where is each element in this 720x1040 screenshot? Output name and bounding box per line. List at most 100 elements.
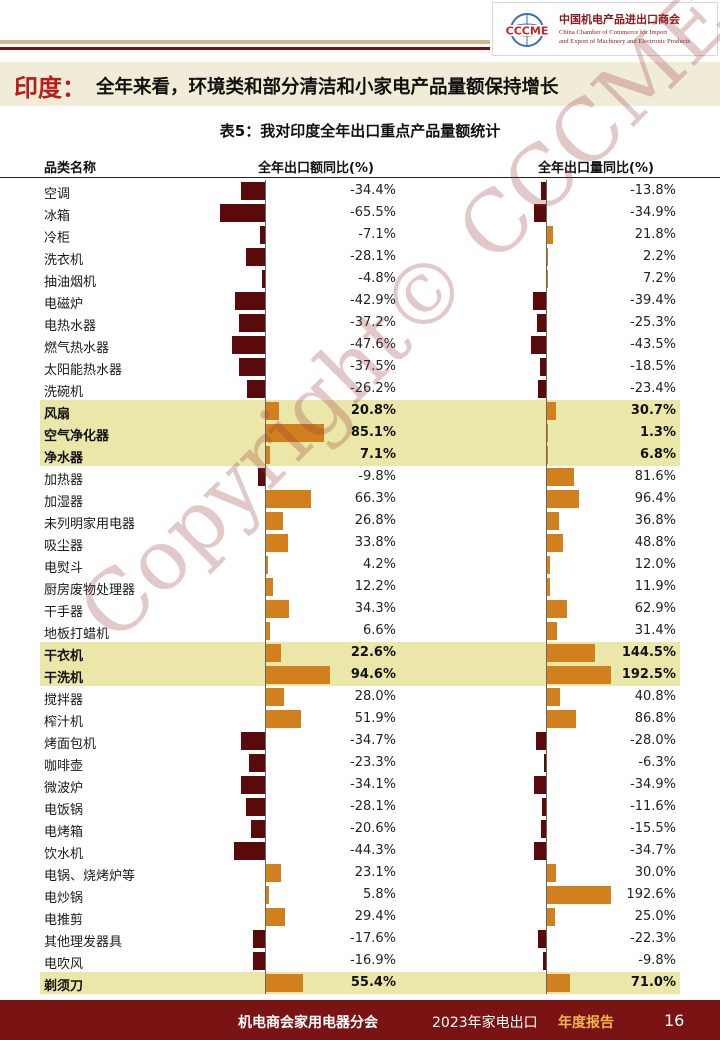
value-yoy-bar — [253, 952, 265, 970]
value-yoy-label: -7.1% — [358, 227, 396, 242]
volume-yoy-label: 11.9% — [634, 579, 676, 594]
category-name: 饮水机 — [44, 847, 84, 862]
table-row: 电炒锅 5.8% 192.6% — [40, 884, 680, 906]
volume-yoy-bar — [537, 314, 546, 332]
value-yoy-bar — [265, 974, 304, 992]
table-row: 太阳能热水器 -37.5% -18.5% — [40, 356, 680, 378]
table-row: 烤面包机 -34.7% -28.0% — [40, 730, 680, 752]
volume-yoy-label: 144.5% — [621, 645, 676, 660]
logo-chinese-name: 中国机电产品进出口商会 — [559, 13, 680, 26]
value-yoy-label: 22.6% — [350, 645, 396, 660]
value-yoy-label: -28.1% — [350, 249, 396, 264]
table-row: 风扇 20.8% 30.7% — [40, 400, 680, 422]
category-name: 干洗机 — [44, 671, 84, 686]
value-yoy-label: -47.6% — [350, 337, 396, 352]
table-row: 电饭锅 -28.1% -11.6% — [40, 796, 680, 818]
volume-yoy-bar — [546, 402, 557, 420]
value-yoy-label: 12.2% — [354, 579, 396, 594]
volume-yoy-bar — [543, 754, 546, 772]
volume-yoy-label: 71.0% — [630, 975, 676, 990]
volume-yoy-label: -39.4% — [630, 293, 676, 308]
table-row: 咖啡壶 -23.3% -6.3% — [40, 752, 680, 774]
page-footer: 机电商会家用电器分会 2023年家电出口 年度报告 16 — [0, 1000, 720, 1040]
value-yoy-bar — [265, 644, 281, 662]
value-yoy-bar — [265, 512, 284, 530]
volume-yoy-label: -25.3% — [630, 315, 676, 330]
volume-yoy-label: -34.9% — [630, 205, 676, 220]
footer-report-prefix: 2023年家电出口 — [432, 1015, 538, 1031]
value-yoy-label: 29.4% — [354, 909, 396, 924]
value-yoy-bar — [265, 490, 311, 508]
table-row: 空调 -34.4% -13.8% — [40, 180, 680, 202]
volume-yoy-label: -43.5% — [630, 337, 676, 352]
volume-yoy-label: 86.8% — [634, 711, 676, 726]
category-name: 其他理发器具 — [44, 935, 123, 950]
category-name: 吸尘器 — [44, 539, 84, 554]
volume-yoy-label: -11.6% — [630, 799, 676, 814]
value-yoy-bar — [265, 600, 289, 618]
table-row: 未列明家用电器 26.8% 36.8% — [40, 510, 680, 532]
table-row: 剃须刀 55.4% 71.0% — [40, 972, 680, 994]
category-name: 洗衣机 — [44, 253, 84, 268]
table-row: 燃气热水器 -47.6% -43.5% — [40, 334, 680, 356]
value-yoy-label: 85.1% — [350, 425, 396, 440]
volume-yoy-label: -6.3% — [638, 755, 676, 770]
volume-yoy-label: 21.8% — [634, 227, 676, 242]
volume-yoy-label: -18.5% — [630, 359, 676, 374]
table-row: 抽油烟机 -4.8% 7.2% — [40, 268, 680, 290]
volume-yoy-label: 48.8% — [634, 535, 676, 550]
value-yoy-bar — [235, 292, 265, 310]
category-name: 冷柜 — [44, 231, 71, 246]
value-yoy-label: -20.6% — [350, 821, 396, 836]
col-header-value-yoy: 全年出口额同比(%) — [258, 161, 374, 176]
table-row: 吸尘器 33.8% 48.8% — [40, 532, 680, 554]
category-name: 加热器 — [44, 473, 84, 488]
value-yoy-bar — [265, 424, 324, 442]
cccme-logo: CCCME 中国机电产品进出口商会 China Chamber of Comme… — [492, 2, 718, 56]
volume-yoy-label: 30.7% — [630, 403, 676, 418]
value-yoy-bar — [241, 776, 265, 794]
volume-yoy-label: -34.7% — [630, 843, 676, 858]
table-title: 表5：我对印度全年出口重点产品量额统计 — [219, 122, 501, 140]
volume-yoy-bar — [546, 270, 549, 288]
table-row: 饮水机 -44.3% -34.7% — [40, 840, 680, 862]
table-row: 微波炉 -34.1% -34.9% — [40, 774, 680, 796]
volume-yoy-label: -34.9% — [630, 777, 676, 792]
table-row: 电磁炉 -42.9% -39.4% — [40, 290, 680, 312]
value-yoy-bar — [234, 842, 265, 860]
value-yoy-bar — [239, 358, 265, 376]
volume-yoy-bar — [546, 974, 571, 992]
value-yoy-label: -34.7% — [350, 733, 396, 748]
table-row: 电烤箱 -20.6% -15.5% — [40, 818, 680, 840]
value-yoy-label: -9.8% — [358, 469, 396, 484]
footer-page-number: 16 — [664, 1011, 685, 1030]
value-yoy-label: -34.1% — [350, 777, 396, 792]
value-yoy-bar — [265, 886, 269, 904]
volume-yoy-bar — [540, 820, 546, 838]
value-yoy-bar — [246, 380, 265, 398]
volume-yoy-bar — [546, 644, 596, 662]
volume-yoy-label: -28.0% — [630, 733, 676, 748]
footer-report-suffix: 年度报告 — [558, 1015, 614, 1031]
category-name: 风扇 — [44, 407, 71, 422]
logo-english-line-1: China Chamber of Commerce for Import — [559, 29, 668, 36]
value-yoy-bar — [265, 402, 280, 420]
category-name: 干手器 — [44, 605, 84, 620]
value-yoy-label: 4.2% — [362, 557, 396, 572]
volume-yoy-bar — [534, 842, 546, 860]
table-row: 空气净化器 85.1% 1.3% — [40, 422, 680, 444]
value-yoy-label: 26.8% — [354, 513, 396, 528]
table-row: 电熨斗 4.2% 12.0% — [40, 554, 680, 576]
volume-yoy-bar — [534, 776, 546, 794]
category-name: 抽油烟机 — [44, 275, 97, 290]
category-name: 电热水器 — [44, 319, 97, 334]
table-row: 地板打蜡机 6.6% 31.4% — [40, 620, 680, 642]
volume-yoy-bar — [546, 622, 557, 640]
category-name: 冰箱 — [44, 209, 71, 224]
logo-english-name: China Chamber of Commerce for Import and… — [559, 28, 690, 46]
value-yoy-label: -37.2% — [350, 315, 396, 330]
category-name: 电磁炉 — [44, 297, 84, 312]
table-row: 干手器 34.3% 62.9% — [40, 598, 680, 620]
value-yoy-bar — [245, 248, 265, 266]
value-yoy-bar — [219, 204, 265, 222]
